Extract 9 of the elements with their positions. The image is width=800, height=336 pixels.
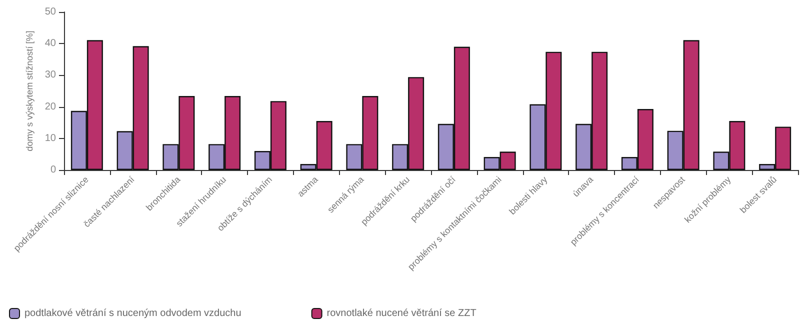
legend-label: rovnotlaké nucené větrání se ZZT — [326, 308, 476, 319]
y-axis-title: domy s výskytem stížností [%] — [24, 30, 34, 152]
y-tick-label: 40 — [44, 38, 56, 50]
y-tick-label: 0 — [50, 164, 56, 176]
y-tick-label: 50 — [44, 6, 56, 18]
y-tick-label: 30 — [44, 70, 56, 81]
y-tick-label: 10 — [44, 132, 56, 144]
legend-label: podtlakové větrání s nuceným odvodem vzduchu — [24, 308, 242, 319]
y-tick-label: 20 — [44, 101, 56, 112]
